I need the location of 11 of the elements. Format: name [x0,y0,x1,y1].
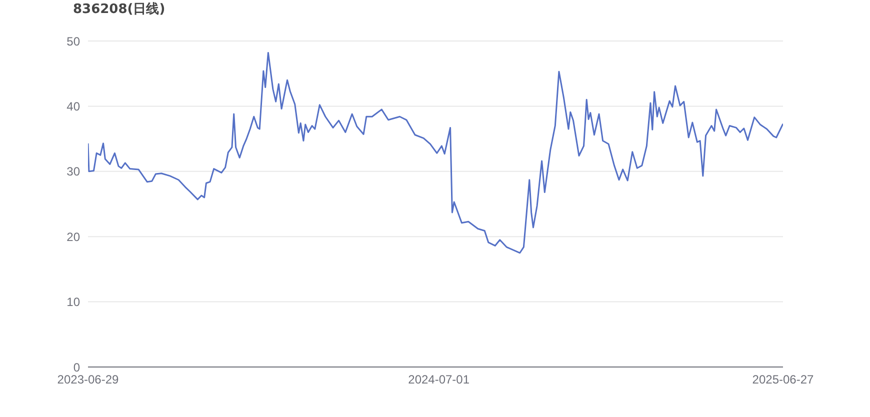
y-tick-label: 10 [66,295,80,310]
line-series [88,52,783,254]
x-tick-label: 2025-06-27 [752,372,814,387]
y-tick-label: 40 [66,99,80,114]
y-tick-label: 30 [66,164,80,179]
x-tick-label: 2023-06-29 [57,372,120,387]
chart-title: 836208(日线) [73,1,166,18]
y-tick-label: 20 [66,230,80,244]
y-tick-label: 50 [66,34,80,48]
x-tick-label: 2024-07-01 [408,372,470,387]
y-tick-label: 0 [73,360,80,374]
